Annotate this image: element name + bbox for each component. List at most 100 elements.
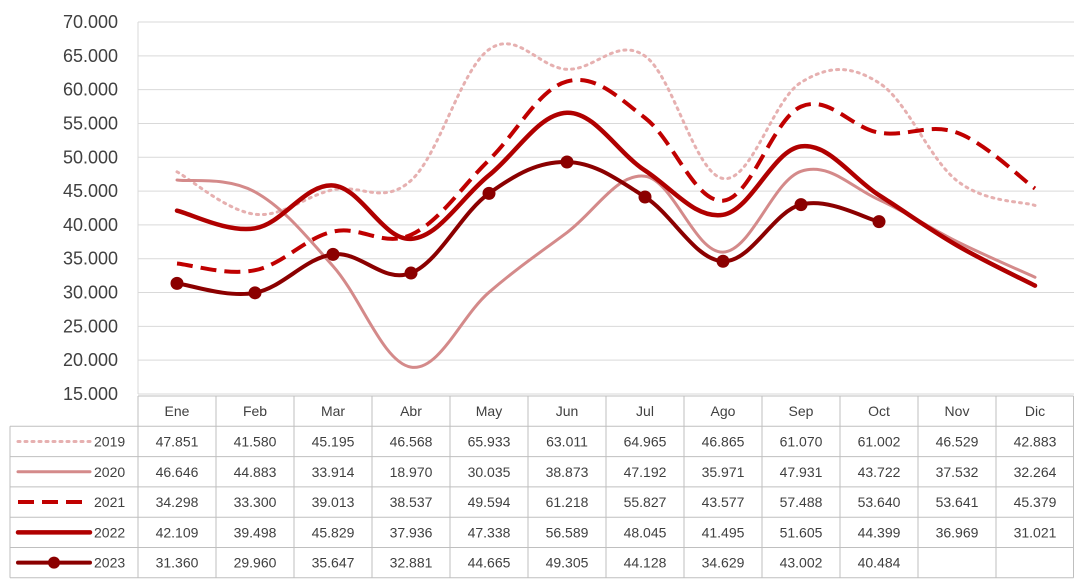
data-label: 49.305: [546, 555, 589, 571]
data-label: 64.965: [624, 433, 667, 449]
y-tick-label: 65.000: [63, 46, 118, 66]
y-tick-label: 55.000: [63, 113, 118, 133]
series-name: 2020: [94, 464, 125, 480]
data-label: 61.002: [858, 433, 901, 449]
data-label: 44.665: [468, 555, 511, 571]
category-label: Nov: [945, 403, 970, 419]
data-label: 32.264: [1014, 464, 1057, 480]
series-name: 2023: [94, 555, 125, 571]
data-label: 31.021: [1014, 524, 1057, 540]
data-label: 46.646: [156, 464, 199, 480]
data-label: 61.218: [546, 494, 589, 510]
data-label: 32.881: [390, 555, 433, 571]
category-label: Jul: [636, 403, 654, 419]
category-label: Jun: [556, 403, 579, 419]
data-label: 45.829: [312, 524, 355, 540]
y-tick-label: 30.000: [63, 283, 118, 303]
series-lines: [170, 42, 1038, 369]
data-point-2023: [170, 276, 184, 290]
data-label: 37.936: [390, 524, 433, 540]
y-tick-label: 70.000: [63, 12, 118, 32]
data-label: 61.070: [780, 433, 823, 449]
data-label: 33.300: [234, 494, 277, 510]
y-tick-label: 40.000: [63, 215, 118, 235]
series-name: 2019: [94, 433, 125, 449]
data-label: 55.827: [624, 494, 667, 510]
y-tick-label: 25.000: [63, 316, 118, 336]
data-label: 56.589: [546, 524, 589, 540]
series-name: 2022: [94, 524, 125, 540]
category-label: Oct: [868, 403, 890, 419]
data-label: 38.873: [546, 464, 589, 480]
data-point-2023: [638, 190, 652, 204]
data-label: 35.971: [702, 464, 745, 480]
category-label: May: [476, 403, 502, 419]
category-label: Mar: [321, 403, 345, 419]
data-label: 31.360: [156, 555, 199, 571]
data-label: 39.498: [234, 524, 277, 540]
data-label: 36.969: [936, 524, 979, 540]
y-axis-ticks: 15.000 20.000 25.000 30.000 35.000 40.000 45.0…: [63, 12, 118, 404]
data-label: 51.605: [780, 524, 823, 540]
series-line-2020: [175, 167, 1037, 369]
data-label: 47.338: [468, 524, 511, 540]
data-label: 44.128: [624, 555, 667, 571]
data-label: 34.629: [702, 555, 745, 571]
data-label: 47.851: [156, 433, 199, 449]
data-point-2023: [326, 247, 340, 261]
category-label: Abr: [400, 403, 422, 419]
data-label: 65.933: [468, 433, 511, 449]
data-label: 53.641: [936, 494, 979, 510]
data-point-2023: [248, 286, 262, 300]
data-point-2023: [872, 215, 886, 229]
data-label: 46.865: [702, 433, 745, 449]
data-label: 33.914: [312, 464, 355, 480]
data-label: 53.640: [858, 494, 901, 510]
category-label: Ago: [711, 403, 736, 419]
data-point-2023: [794, 198, 808, 212]
data-label: 30.035: [468, 464, 511, 480]
y-tick-label: 60.000: [63, 80, 118, 100]
category-label: Ene: [165, 403, 190, 419]
legend-marker-2023: [48, 556, 60, 569]
data-point-2023: [482, 186, 496, 200]
data-table: Ene Feb Mar Abr May Jun Jul Ago Sep Oct Nov Dic 2019…: [9, 395, 1074, 579]
data-label: 45.195: [312, 433, 355, 449]
data-label: 39.013: [312, 494, 355, 510]
data-label: 40.484: [858, 555, 901, 571]
data-label: 47.192: [624, 464, 667, 480]
data-label: 48.045: [624, 524, 667, 540]
y-tick-label: 50.000: [63, 147, 118, 167]
y-tick-label: 15.000: [63, 384, 118, 404]
data-label: 46.568: [390, 433, 433, 449]
data-label: 57.488: [780, 494, 823, 510]
series-line-2021: [176, 77, 1037, 274]
data-label: 42.109: [156, 524, 199, 540]
data-label: 37.532: [936, 464, 979, 480]
data-label: 29.960: [234, 555, 277, 571]
data-label: 63.011: [546, 433, 588, 449]
data-label: 43.722: [858, 464, 901, 480]
category-label: Sep: [789, 403, 814, 419]
y-tick-label: 35.000: [63, 249, 118, 269]
data-label: 44.883: [234, 464, 277, 480]
data-label: 45.379: [1014, 494, 1057, 510]
category-label: Dic: [1025, 403, 1045, 419]
data-label: 38.537: [390, 494, 433, 510]
data-label: 46.529: [936, 433, 979, 449]
data-point-2023: [404, 266, 418, 280]
data-label: 18.970: [390, 464, 433, 480]
series-line-2019: [175, 42, 1037, 216]
series-line-2023: [175, 159, 881, 296]
y-tick-label: 20.000: [63, 350, 118, 370]
data-label: 42.883: [1014, 433, 1057, 449]
data-label: 47.931: [780, 464, 823, 480]
data-label: 43.577: [702, 494, 745, 510]
category-label: Feb: [243, 403, 267, 419]
data-label: 44.399: [858, 524, 901, 540]
data-label: 41.495: [702, 524, 745, 540]
data-label: 43.002: [780, 555, 823, 571]
y-tick-label: 45.000: [63, 181, 118, 201]
data-label: 41.580: [234, 433, 277, 449]
